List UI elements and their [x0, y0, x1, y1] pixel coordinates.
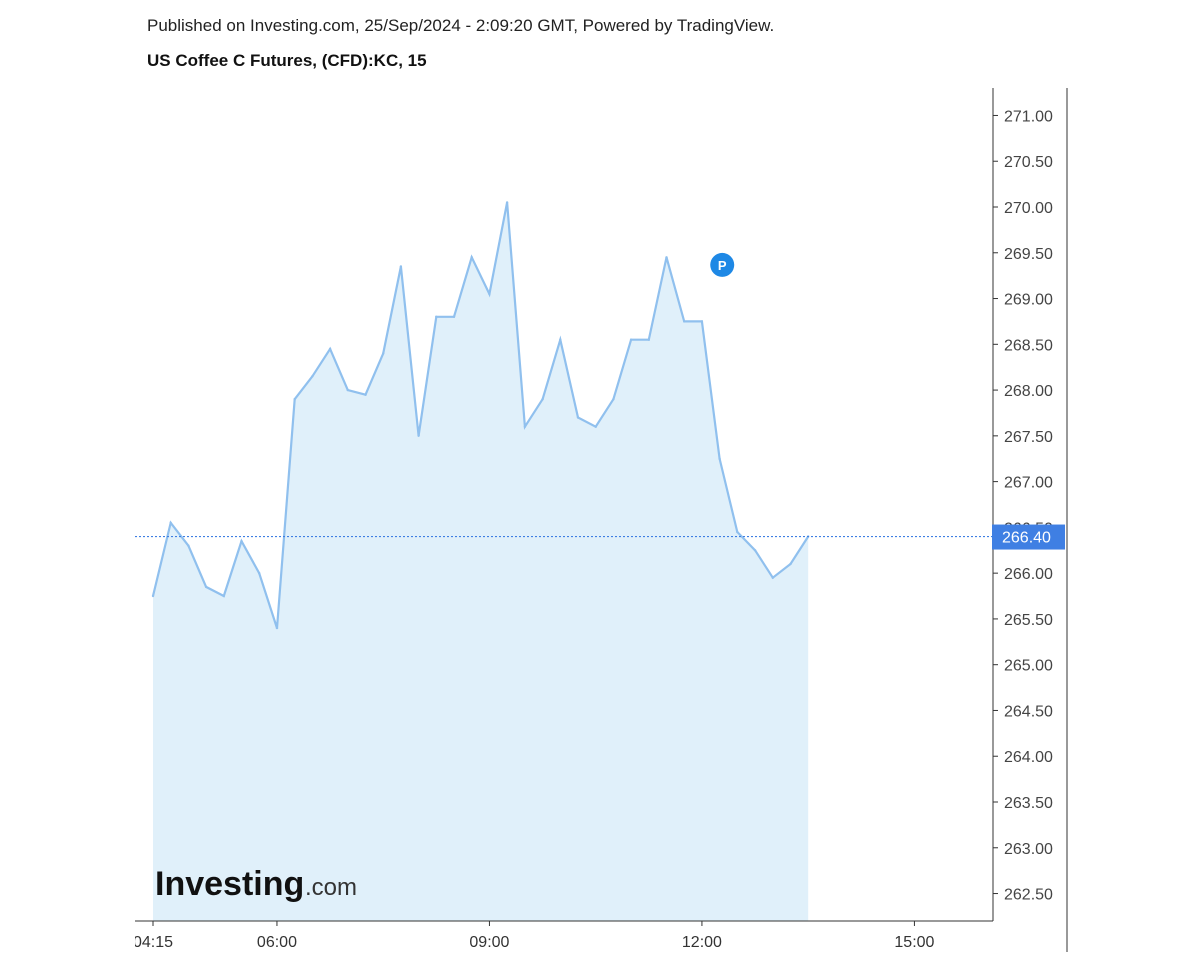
pivot-marker-icon[interactable]: [710, 252, 735, 277]
data-point: [541, 398, 544, 401]
data-point: [505, 201, 509, 204]
data-point: [488, 292, 491, 296]
y-tick-label: 269.50: [1004, 246, 1053, 263]
y-tick-label: 269.00: [1004, 292, 1053, 309]
published-info: Published on Investing.com, 25/Sep/2024 …: [147, 16, 775, 35]
data-point: [222, 594, 225, 598]
data-point: [275, 626, 279, 630]
data-point: [258, 572, 261, 575]
data-point: [417, 434, 420, 437]
x-tick-label: 04:15: [133, 934, 173, 951]
data-point: [346, 388, 349, 392]
investing-logo: Investing .com: [155, 865, 357, 903]
instrument-title: US Coffee C Futures, (CFD):KC, 15: [147, 51, 427, 70]
x-tick-label: 06:00: [257, 934, 297, 951]
data-point: [470, 256, 473, 259]
data-point: [435, 315, 438, 318]
data-point: [736, 530, 739, 534]
y-tick-label: 267.00: [1004, 475, 1053, 492]
y-tick-label: 264.50: [1004, 703, 1053, 720]
data-point: [700, 320, 704, 323]
data-point: [753, 549, 757, 552]
data-point: [169, 521, 172, 524]
data-point: [382, 352, 385, 355]
y-tick-label: 265.50: [1004, 612, 1053, 629]
logo-suffix-text: .com: [305, 874, 357, 901]
y-tick-label: 270.50: [1004, 154, 1053, 171]
data-point: [683, 320, 686, 323]
price-line: [151, 202, 810, 629]
data-point: [399, 265, 403, 268]
data-point: [293, 398, 296, 401]
x-tick-label: 15:00: [894, 934, 934, 951]
y-tick-label: 263.00: [1004, 841, 1053, 858]
data-point: [559, 338, 562, 341]
y-tick-label: 268.00: [1004, 383, 1053, 400]
pivot-marker-label: P: [718, 258, 727, 273]
y-tick-label: 267.50: [1004, 429, 1053, 446]
data-point: [151, 594, 155, 598]
current-price-tag: [992, 524, 1065, 550]
area-fill: [153, 202, 809, 921]
y-tick-label: 265.00: [1004, 658, 1053, 675]
axes-layer: 271.00 270.50 270.00 269.50 269.00 268.50 268.…: [0, 88, 1068, 957]
y-tick-label: 271.00: [1004, 108, 1053, 125]
y-tick-label: 270.00: [1004, 200, 1053, 217]
y-tick-label: 262.50: [1004, 887, 1053, 904]
x-axis-left-mask: [0, 927, 135, 957]
data-point: [665, 256, 668, 259]
data-point: [204, 585, 208, 589]
data-point: [647, 338, 650, 341]
data-point: [718, 457, 721, 460]
data-point: [364, 393, 367, 396]
current-price-layer: 266.40: [135, 524, 1065, 550]
data-point: [187, 544, 190, 547]
y-tick-label: 266.00: [1004, 566, 1053, 583]
data-point: [576, 416, 580, 419]
x-tick-label: 09:00: [469, 934, 509, 951]
y-tick-label: 263.50: [1004, 795, 1053, 812]
logo-main-text: Investing: [155, 865, 304, 903]
current-price-label: 266.40: [1002, 530, 1051, 547]
data-point: [311, 375, 314, 378]
data-point: [594, 425, 597, 428]
data-point: [452, 315, 456, 318]
area-layer: [151, 201, 810, 921]
data-point: [328, 347, 332, 351]
x-tick-label: 12:00: [682, 934, 722, 951]
data-point: [789, 562, 792, 566]
data-point: [629, 338, 633, 341]
data-point: [523, 425, 527, 428]
y-tick-label: 264.00: [1004, 749, 1053, 766]
data-point: [240, 539, 243, 543]
data-point: [771, 576, 774, 579]
y-tick-label: 268.50: [1004, 337, 1053, 354]
data-point: [612, 398, 615, 401]
marker-layer[interactable]: P: [710, 252, 735, 277]
